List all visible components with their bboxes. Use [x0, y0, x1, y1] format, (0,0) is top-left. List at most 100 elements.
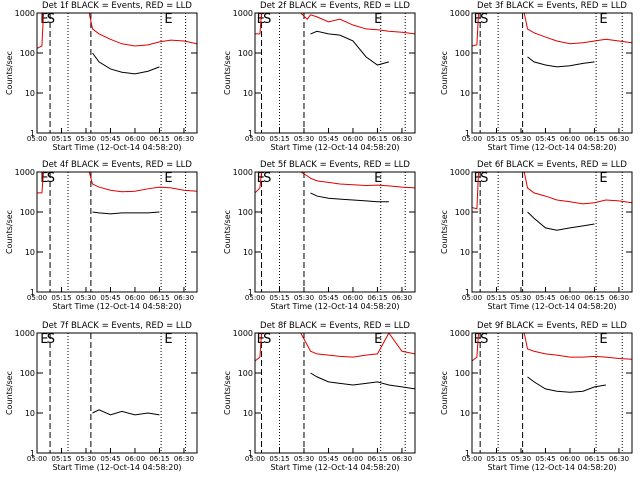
annotation: E — [599, 332, 607, 347]
annotation: S — [47, 171, 55, 186]
x-tick-label: 05:15 — [486, 294, 506, 302]
x-tick-label: 06:00 — [343, 455, 363, 463]
x-axis-label: Start Time (12-Oct-14 04:58:20) — [487, 302, 616, 311]
x-tick-label: 05:45 — [535, 135, 555, 143]
x-tick-label: 05:45 — [318, 455, 338, 463]
panel: Det 9f BLACK = Events, RED = LLD Start Ti… — [440, 321, 633, 472]
annotation: E — [164, 171, 172, 186]
y-tick-label: 1000 — [450, 329, 470, 338]
y-tick-label: 1 — [248, 449, 253, 458]
panel: Det 4f BLACK = Events, RED = LLD Start Ti… — [5, 160, 198, 311]
series-line — [527, 376, 606, 393]
x-axis-label: Start Time (12-Oct-14 04:58:20) — [52, 463, 181, 472]
series-line — [255, 172, 415, 194]
x-tick-label: 06:00 — [343, 135, 363, 143]
x-tick-label: 06:30 — [609, 455, 629, 463]
x-tick-label: 05:45 — [535, 455, 555, 463]
y-tick-label: 10 — [460, 248, 470, 257]
y-axis-label: Counts/sec — [5, 371, 14, 415]
annotation: E — [40, 332, 48, 347]
x-axis-label: Start Time (12-Oct-14 04:58:20) — [270, 302, 399, 311]
x-tick-label: 05:15 — [269, 135, 289, 143]
x-tick-label: 06:15 — [149, 294, 169, 302]
x-tick-label: 05:30 — [294, 135, 314, 143]
x-tick-label: 05:15 — [486, 455, 506, 463]
x-tick-label: 06:00 — [125, 294, 145, 302]
series-line — [37, 13, 197, 49]
y-tick-label: 100 — [20, 208, 35, 217]
x-tick-label: 05:15 — [269, 294, 289, 302]
x-tick-label: 05:00 — [27, 135, 47, 143]
y-tick-label: 1000 — [233, 9, 253, 18]
x-tick-label: 05:45 — [100, 135, 120, 143]
series-line — [527, 56, 595, 68]
y-tick-label: 100 — [455, 369, 470, 378]
x-axis-label: Start Time (12-Oct-14 04:58:20) — [487, 143, 616, 152]
annotation: E — [164, 12, 172, 27]
x-tick-label: 06:30 — [609, 135, 629, 143]
series-line — [472, 172, 632, 210]
y-tick-label: 10 — [460, 89, 470, 98]
plot-frame — [471, 171, 633, 293]
x-tick-label: 06:00 — [560, 455, 580, 463]
x-tick-label: 05:45 — [100, 294, 120, 302]
y-tick-label: 1 — [248, 129, 253, 138]
series-line — [310, 192, 389, 203]
x-tick-label: 06:30 — [174, 294, 194, 302]
x-tick-label: 06:15 — [584, 135, 604, 143]
x-tick-label: 05:30 — [294, 294, 314, 302]
y-axis-label: Counts/sec — [440, 51, 449, 95]
annotation: S — [47, 332, 55, 347]
x-tick-label: 06:15 — [367, 135, 387, 143]
y-tick-label: 1 — [465, 449, 470, 458]
series-line — [92, 409, 160, 416]
x-tick-label: 06:00 — [125, 135, 145, 143]
x-tick-label: 05:30 — [511, 455, 531, 463]
x-tick-label: 05:30 — [76, 294, 96, 302]
x-tick-label: 05:45 — [318, 135, 338, 143]
plot-frame — [254, 171, 416, 293]
y-tick-label: 10 — [243, 89, 253, 98]
panel: Det 2f BLACK = Events, RED = LLD Start Ti… — [223, 1, 416, 152]
x-tick-label: 05:30 — [511, 294, 531, 302]
x-tick-label: 05:15 — [51, 135, 71, 143]
x-tick-label: 06:30 — [609, 294, 629, 302]
x-tick-label: 06:00 — [343, 294, 363, 302]
x-tick-label: 05:00 — [245, 294, 265, 302]
annotation: E — [599, 171, 607, 186]
x-tick-label: 06:30 — [392, 294, 412, 302]
x-tick-label: 05:30 — [76, 455, 96, 463]
y-axis-label: Counts/sec — [5, 51, 14, 95]
annotation: S — [47, 12, 55, 27]
y-axis-label: Counts/sec — [223, 210, 232, 254]
x-tick-label: 05:30 — [511, 135, 531, 143]
x-tick-label: 06:00 — [560, 294, 580, 302]
annotation: S — [263, 332, 271, 347]
x-axis-label: Start Time (12-Oct-14 04:58:20) — [270, 143, 399, 152]
annotation: E — [599, 12, 607, 27]
y-axis-label: Counts/sec — [440, 371, 449, 415]
annotation: S — [480, 332, 488, 347]
series-line — [255, 333, 415, 362]
panel: Det 6f BLACK = Events, RED = LLD Start Ti… — [440, 160, 633, 311]
y-tick-label: 100 — [20, 49, 35, 58]
x-tick-label: 06:30 — [392, 455, 412, 463]
y-tick-label: 10 — [25, 248, 35, 257]
x-axis-label: Start Time (12-Oct-14 04:58:20) — [52, 302, 181, 311]
plot-frame — [471, 332, 633, 454]
y-tick-label: 10 — [243, 248, 253, 257]
series-line — [310, 30, 390, 66]
x-tick-label: 06:15 — [584, 294, 604, 302]
y-tick-label: 1 — [465, 129, 470, 138]
series-line — [92, 52, 160, 75]
y-tick-label: 100 — [455, 49, 470, 58]
x-axis-label: Start Time (12-Oct-14 04:58:20) — [270, 463, 399, 472]
x-tick-label: 06:30 — [174, 135, 194, 143]
x-tick-label: 05:00 — [462, 294, 482, 302]
plot-frame — [254, 12, 416, 134]
y-tick-label: 10 — [243, 409, 253, 418]
y-axis-label: Counts/sec — [440, 210, 449, 254]
y-tick-label: 10 — [25, 409, 35, 418]
annotation: S — [263, 171, 271, 186]
y-tick-label: 100 — [455, 208, 470, 217]
